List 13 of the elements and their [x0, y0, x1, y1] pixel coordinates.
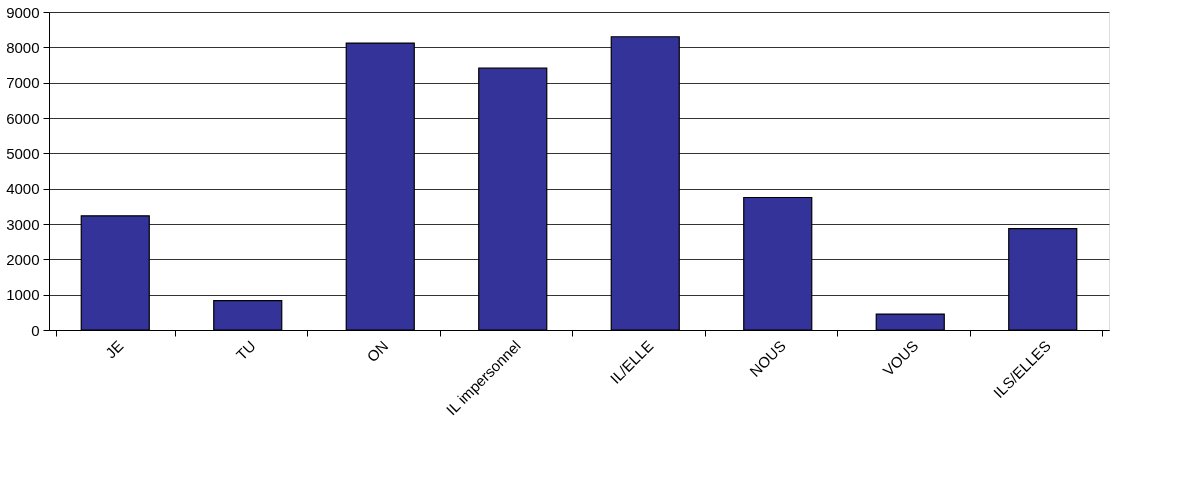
y-tick-label: 6000 — [6, 109, 40, 127]
y-tick-label: 3000 — [6, 215, 40, 233]
x-tick-label: TU — [232, 337, 259, 364]
y-tick-label: 0 — [31, 321, 40, 339]
y-tick-label: 9000 — [6, 3, 40, 21]
y-tick-label: 5000 — [6, 144, 40, 162]
y-tick-label: 8000 — [6, 38, 40, 56]
y-tick-label: 2000 — [6, 250, 40, 268]
x-tick-label: ON — [363, 337, 392, 366]
y-tick-label: 4000 — [6, 180, 40, 198]
y-tick-label: 1000 — [6, 286, 40, 304]
x-tick-label: JE — [101, 337, 127, 362]
y-tick-label: 7000 — [6, 74, 40, 92]
